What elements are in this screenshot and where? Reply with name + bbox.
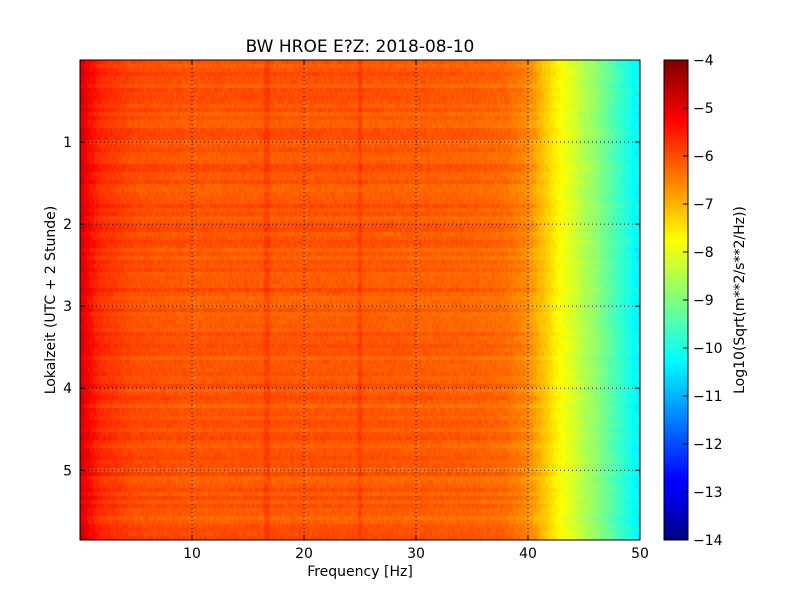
chart-title: BW HROE E?Z: 2018-08-10: [246, 37, 475, 57]
spectrogram-plot-area: [80, 60, 640, 540]
spectrogram-heatmap: [80, 60, 640, 540]
y-axis-label: Lokalzeit (UTC + 2 Stunde): [43, 206, 59, 395]
colorbar-tick-label: −13: [693, 485, 723, 501]
x-tick-label: 10: [183, 546, 201, 562]
colorbar-tick-label: −10: [693, 341, 723, 357]
x-tick-label: 40: [519, 546, 537, 562]
colorbar-tick-label: −9: [693, 293, 714, 309]
colorbar-tick-label: −7: [693, 197, 714, 213]
colorbar-tick-label: −6: [693, 149, 714, 165]
x-axis-ticks: 10 20 30 40 50: [183, 60, 649, 562]
y-tick-label: 2: [63, 217, 72, 233]
x-tick-label: 50: [631, 546, 649, 562]
colorbar-tick-label: −11: [693, 389, 723, 405]
x-tick-label: 20: [295, 546, 313, 562]
y-tick-label: 3: [63, 299, 72, 315]
plot-frame: [79, 59, 641, 541]
y-tick-label: 4: [63, 381, 72, 397]
x-axis-label: Frequency [Hz]: [307, 564, 413, 580]
colorbar-tick-label: −14: [693, 533, 723, 549]
y-axis-ticks: 1 2 3 4 5: [63, 135, 640, 479]
x-tick-label: 30: [407, 546, 425, 562]
colorbar-tick-label: −5: [693, 101, 714, 117]
colorbar-label: Log10(Sqrt(m**2/s**2/Hz)): [732, 206, 748, 394]
colorbar-ticks: −4 −5 −6 −7 −8 −9 −10 −11 −12 −13 −14: [683, 53, 723, 549]
y-tick-label: 5: [63, 463, 72, 479]
colorbar-tick-label: −12: [693, 437, 723, 453]
colorbar-tick-label: −4: [693, 53, 714, 69]
grid-lines: [80, 60, 640, 540]
colorbar-tick-label: −8: [693, 245, 714, 261]
y-tick-label: 1: [63, 135, 72, 151]
